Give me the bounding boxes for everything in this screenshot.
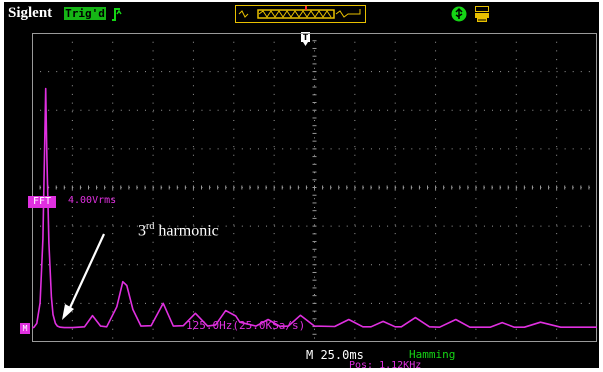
- plot-grid: [32, 33, 597, 342]
- annotation-text: harmonic: [154, 222, 219, 240]
- printer-icon: [475, 6, 489, 22]
- fft-plot: [32, 33, 597, 342]
- fft-channel-label: FFT: [28, 196, 56, 208]
- timebase-readout: M 25.0ms: [306, 348, 364, 362]
- harmonic-annotation: 3rd harmonic: [138, 221, 219, 240]
- fft-center-frequency: 125.0Hz(25.0KSa/s): [186, 319, 306, 332]
- fft-window-function: Hamming: [409, 348, 456, 361]
- annotation-arrow-icon: [62, 233, 105, 320]
- fft-trace-layer: [32, 87, 597, 329]
- usb-icon: [451, 6, 467, 22]
- trigger-position-window: [235, 5, 366, 23]
- horizontal-position-readout: Pos: 1.12KHz: [349, 360, 422, 368]
- fft-trace-line: [32, 87, 597, 329]
- oscilloscope-display: Siglent Trig'd: [4, 2, 599, 368]
- annotation-suffix: rd: [146, 221, 155, 232]
- trigger-status-badge: Trig'd: [64, 7, 106, 20]
- fft-scale-value: 4.00Vrms: [68, 195, 117, 206]
- math-ground-marker: M: [20, 323, 30, 334]
- brand-label: Siglent: [8, 5, 53, 21]
- trigger-edge-icon: [112, 8, 122, 21]
- annotation-ordinal: 3: [138, 222, 146, 240]
- waveform-preview-icon: [238, 6, 361, 19]
